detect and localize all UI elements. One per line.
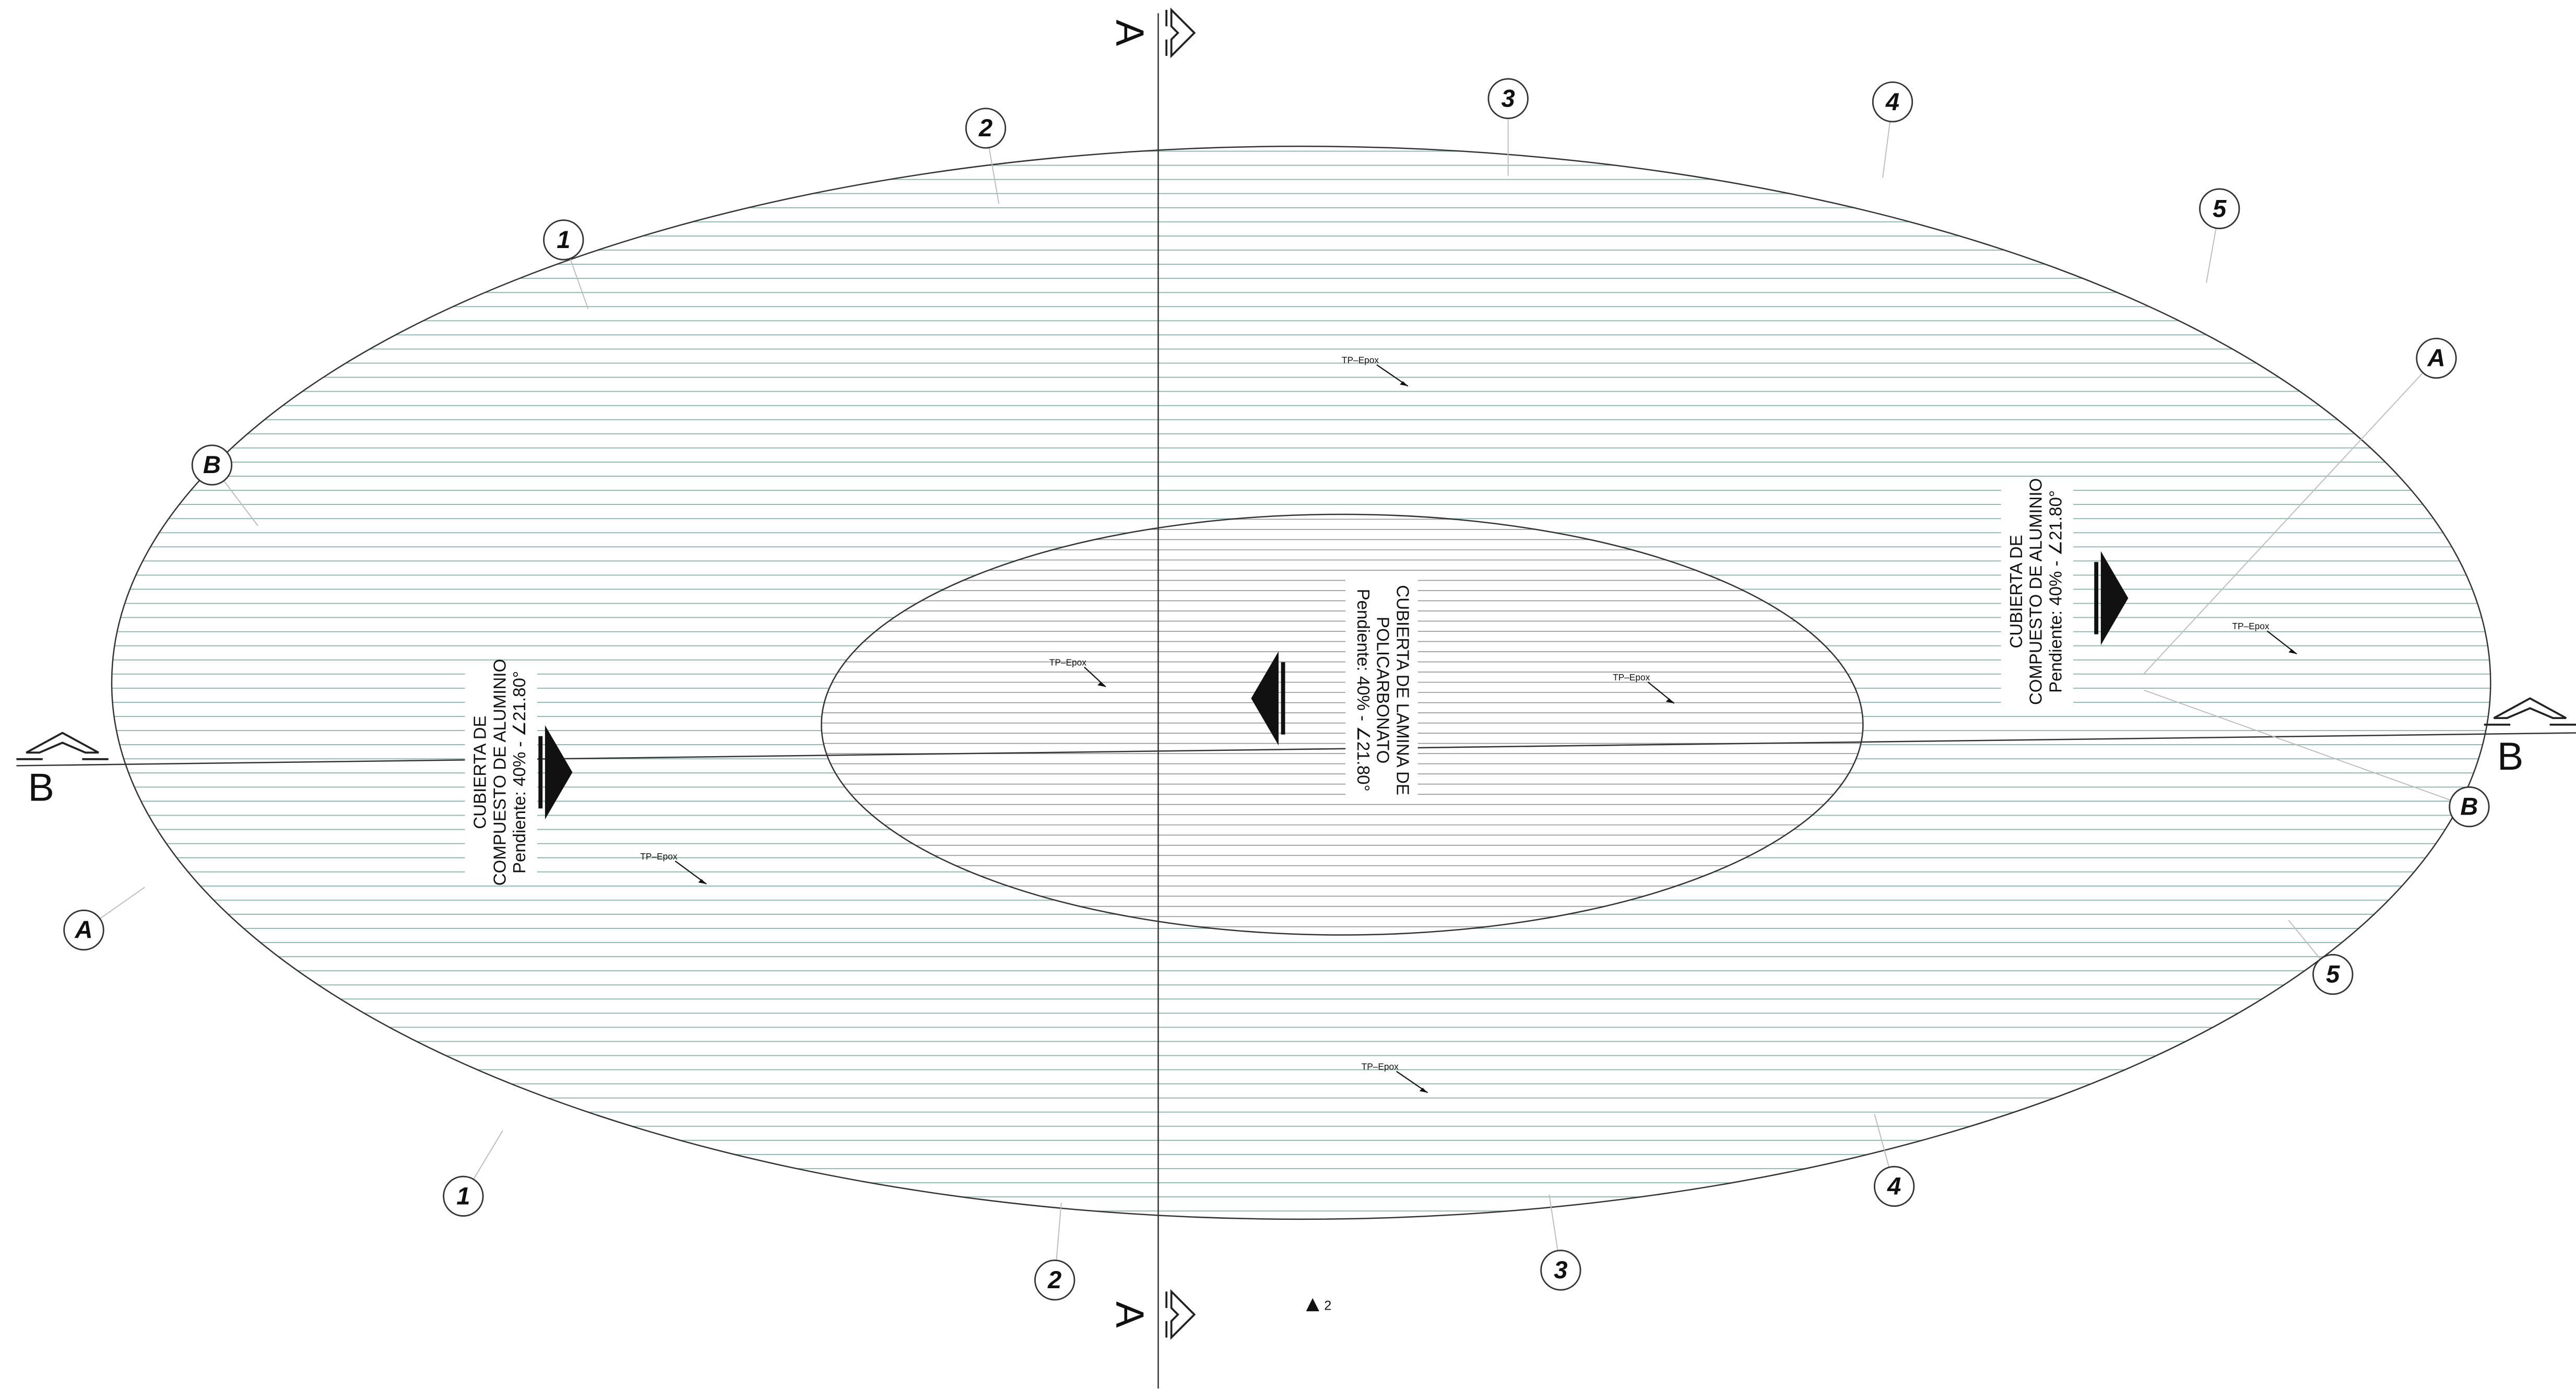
- bubble-label: 5: [2213, 195, 2227, 222]
- bubble-label: 3: [1502, 85, 1515, 112]
- grid-bubble: [1873, 1166, 1915, 1207]
- leader-line: [99, 887, 145, 920]
- section-arrow: [1165, 1289, 1196, 1340]
- material-tag: TP–Epox: [1362, 1062, 1399, 1072]
- grid-bubble: [543, 219, 584, 261]
- bubble-label: B: [203, 451, 221, 479]
- inner-ellipse: [821, 513, 1864, 936]
- bubble-label: A: [74, 916, 92, 944]
- slope-arrow: [2094, 551, 2129, 645]
- leader-line: [2144, 689, 2451, 801]
- roof-label: CUBIERTA DE COMPUESTO DE ALUMINIO Pendient…: [465, 659, 537, 886]
- grid-bubble: [63, 909, 104, 951]
- label-line: CUBIERTA DE: [471, 715, 490, 829]
- section-letter: B: [2497, 735, 2523, 779]
- section-arrow: [2484, 697, 2576, 726]
- bubble-label: 1: [456, 1182, 470, 1210]
- leader-line: [472, 1130, 503, 1180]
- grid-bubble: [443, 1175, 484, 1217]
- section-mark: A: [1108, 1289, 1196, 1340]
- grid-bubble: [1034, 1259, 1076, 1301]
- section-letter: B: [28, 766, 54, 810]
- leader-line: [570, 258, 589, 309]
- label-line: COMPUESTO DE ALUMINIO: [2027, 478, 2046, 705]
- leader-line: [1882, 121, 1891, 178]
- label-line: CUBIERTA DE LAMINA DE: [1392, 585, 1412, 795]
- grid-bubble: [2199, 188, 2240, 229]
- leader-line: [2206, 228, 2217, 283]
- leader-line: [2288, 920, 2321, 960]
- section-mark: B: [2484, 697, 2576, 779]
- material-tag: TP–Epox: [640, 851, 677, 862]
- outer-ellipse: [111, 145, 2491, 1220]
- bubble-label: 2: [1047, 1266, 1061, 1294]
- section-letter: A: [1108, 20, 1152, 46]
- bubble-label: 1: [557, 226, 570, 254]
- grid-bubble: [2312, 954, 2354, 995]
- label-background: [2001, 479, 2074, 703]
- leader-line: [1874, 1114, 1890, 1168]
- grid-bubble: [965, 108, 1007, 149]
- leader-line: [1056, 1203, 1062, 1261]
- bubble-label: 4: [1887, 1173, 1901, 1200]
- grid-bubble: [191, 444, 233, 486]
- leader-line: [988, 147, 1000, 204]
- section-line-b: [16, 732, 2576, 767]
- label-line: Pendiente: 40% - ∠21.80°: [1353, 589, 1373, 792]
- leader-line: [223, 480, 258, 526]
- section-letter: A: [1108, 1301, 1152, 1328]
- level-triangle: [1306, 1298, 1319, 1312]
- tag-arrowhead: [2288, 649, 2297, 654]
- bubble-label: 4: [1885, 88, 1899, 116]
- tag-arrowhead: [1419, 1088, 1428, 1093]
- leader-line: [1549, 1194, 1558, 1251]
- grid-bubble: [1872, 81, 1913, 123]
- material-tag: TP–Epox: [1613, 672, 1650, 682]
- section-mark: A: [1108, 7, 1196, 58]
- slope-arrow: [1251, 651, 1285, 746]
- inner-fill: [821, 514, 1863, 935]
- bubble-label: B: [2460, 793, 2478, 821]
- material-tag: TP–Epox: [2232, 621, 2269, 631]
- bubble-label: 2: [978, 114, 992, 142]
- roof-label: CUBIERTA DE COMPUESTO DE ALUMINIO Pendient…: [2001, 478, 2074, 705]
- grid-bubble: [1487, 78, 1529, 120]
- label-line: Pendiente: 40% - ∠21.80°: [2046, 490, 2065, 693]
- leader-line: [2143, 372, 2424, 674]
- label-line: CUBIERTA DE: [2007, 535, 2026, 648]
- label-background: [465, 661, 537, 884]
- inner-hatch: [821, 519, 1863, 927]
- level-label: 2: [1324, 1298, 1331, 1313]
- material-tag: TP–Epox: [1049, 657, 1086, 667]
- section-arrow: [1165, 7, 1196, 58]
- bubble-label: 3: [1554, 1256, 1567, 1284]
- grid-bubble: [2416, 337, 2457, 379]
- roof-label: CUBIERTA DE LAMINA DEPOLICARBONATOPendie…: [1345, 578, 1418, 802]
- bubble-label: 5: [2326, 961, 2340, 988]
- label-line: COMPUESTO DE ALUMINIO: [490, 659, 510, 886]
- slope-arrow: [538, 725, 573, 820]
- label-background: [1345, 578, 1418, 802]
- tag-arrowhead: [1399, 381, 1408, 386]
- label-line: Pendiente: 40% - ∠21.80°: [510, 671, 529, 874]
- material-tag: TP–Epox: [1342, 355, 1379, 365]
- section-arrow: [16, 732, 109, 760]
- label-line: POLICARBONATO: [1373, 617, 1392, 763]
- tag-arrowhead: [1665, 698, 1674, 703]
- grid-bubble: [2449, 786, 2490, 828]
- grid-bubble: [1540, 1250, 1581, 1291]
- tag-arrowhead: [698, 879, 707, 884]
- bubble-label: A: [2427, 345, 2445, 372]
- section-mark: B: [16, 732, 109, 810]
